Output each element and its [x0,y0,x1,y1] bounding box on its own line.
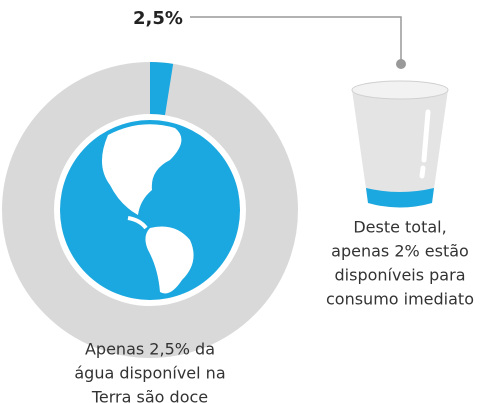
annotation: disponíveis para [335,266,466,285]
globe-icon [60,120,240,300]
caption: Terra são doce [91,388,208,403]
annotation: Deste total, [353,218,446,237]
connector [190,16,402,62]
caption: Apenas 2,5% da [85,340,215,359]
connector-dot [396,59,406,69]
annotation: apenas 2% estão [331,242,469,261]
value-label: 2,5% [133,8,183,29]
caption: água disponível na [74,364,225,383]
glass-icon [351,80,449,208]
annotation: consumo imediato [326,290,474,309]
donut-slice [150,61,174,116]
